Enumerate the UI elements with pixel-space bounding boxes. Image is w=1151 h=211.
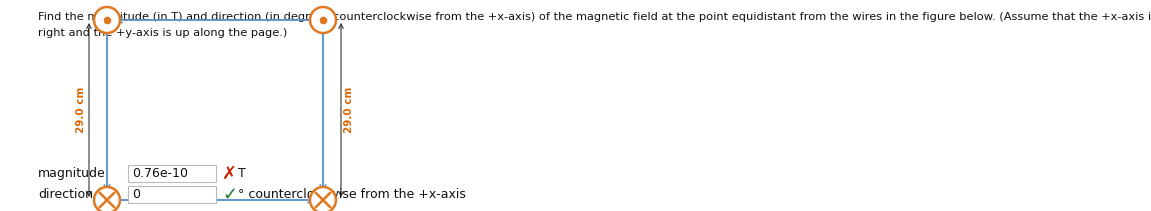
Circle shape [94, 7, 120, 33]
Text: T: T [238, 167, 246, 180]
Circle shape [310, 187, 336, 211]
Circle shape [94, 187, 120, 211]
Text: magnitude: magnitude [38, 167, 106, 180]
Circle shape [310, 7, 336, 33]
Text: ✗: ✗ [222, 165, 237, 183]
Text: 0.76e-10: 0.76e-10 [132, 167, 188, 180]
Text: right and the +y-axis is up along the page.): right and the +y-axis is up along the pa… [38, 28, 288, 38]
Bar [107, 20, 323, 200]
Text: ° counterclockwise from the +x-axis: ° counterclockwise from the +x-axis [238, 188, 466, 201]
Text: direction: direction [38, 188, 93, 201]
Text: 10.6 A: 10.6 A [63, 0, 102, 2]
Text: 0: 0 [132, 188, 140, 201]
FancyBboxPatch shape [128, 186, 216, 203]
FancyBboxPatch shape [128, 165, 216, 182]
Text: ✓: ✓ [222, 185, 237, 203]
Text: Find the magnitude (in T) and direction (in degrees counterclockwise from the +x: Find the magnitude (in T) and direction … [38, 12, 1151, 22]
Text: 29.0 cm: 29.0 cm [76, 87, 86, 133]
Text: 29.0 cm: 29.0 cm [344, 87, 355, 133]
Text: 10.6 A: 10.6 A [327, 0, 367, 2]
